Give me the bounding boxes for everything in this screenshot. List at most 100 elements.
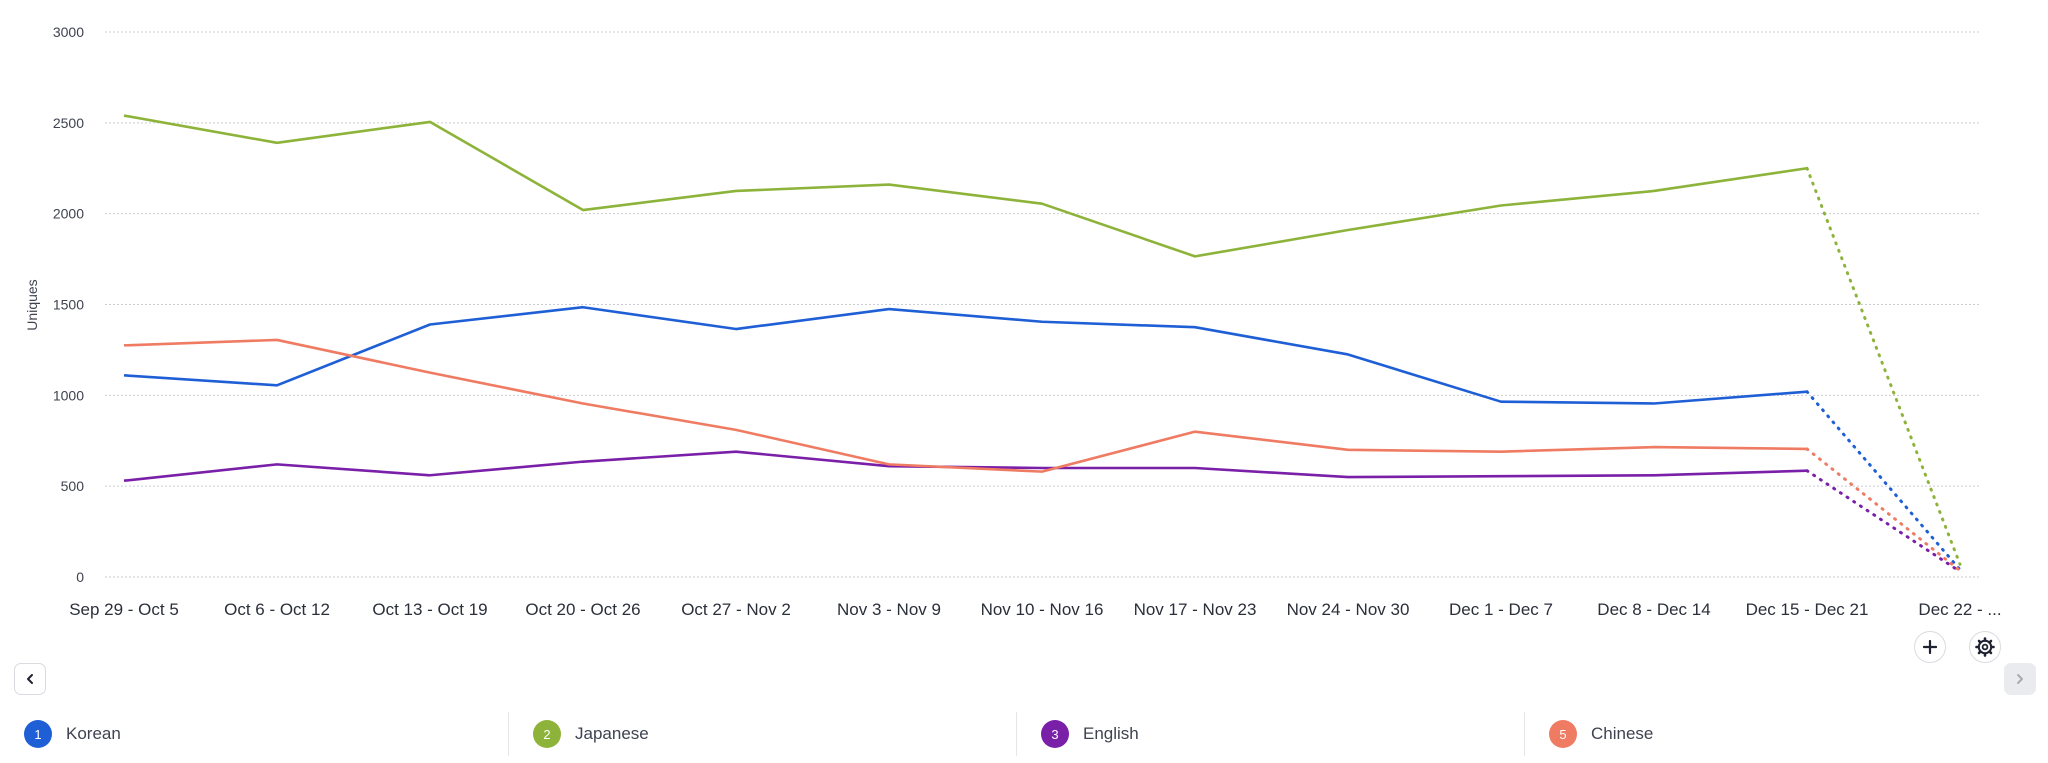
data-point-japanese[interactable] (1495, 199, 1507, 211)
series-partial-segment-korean (1805, 390, 1962, 572)
y-tick-label: 3000 (53, 24, 84, 40)
data-point-chinese[interactable] (1648, 441, 1660, 453)
legend-badge: 2 (533, 720, 561, 748)
series-line-chinese (123, 338, 1808, 473)
x-tick-label: Nov 10 - Nov 16 (981, 600, 1104, 619)
data-point-japanese[interactable] (883, 179, 895, 191)
legend-label: English (1083, 724, 1139, 743)
data-point-chinese[interactable] (424, 367, 436, 379)
data-point-korean[interactable] (424, 318, 436, 330)
series-line-japanese (123, 114, 1808, 258)
data-point-japanese[interactable] (1189, 250, 1201, 262)
next-page-button[interactable] (2004, 663, 2036, 695)
data-point-korean[interactable] (730, 323, 742, 335)
series-partial-segment-english (1805, 469, 1962, 574)
series-line-korean (123, 305, 1808, 405)
data-point-japanese[interactable] (118, 110, 130, 122)
chevron-right-icon (2017, 674, 2023, 684)
data-point-english[interactable] (271, 458, 283, 470)
add-button[interactable] (1914, 631, 1946, 663)
x-tick-label: Oct 20 - Oct 26 (525, 600, 640, 619)
y-tick-label: 2500 (53, 115, 84, 131)
gear-icon (1975, 637, 1995, 657)
x-tick-label: Nov 3 - Nov 9 (837, 600, 941, 619)
x-tick-label: Nov 17 - Nov 23 (1134, 600, 1257, 619)
data-point-japanese[interactable] (1036, 198, 1048, 210)
y-tick-label: 1500 (53, 297, 84, 313)
legend-item-korean[interactable]: 1 Korean (0, 712, 508, 756)
grid-lines (105, 31, 1980, 578)
data-point-korean[interactable] (1342, 348, 1354, 360)
previous-page-button[interactable] (14, 663, 46, 695)
data-point-chinese[interactable] (1495, 446, 1507, 458)
y-axis-label: Uniques (24, 279, 40, 330)
data-point-english[interactable] (1342, 471, 1354, 483)
data-point-english[interactable] (424, 469, 436, 481)
data-point-korean[interactable] (883, 303, 895, 315)
y-tick-label: 2000 (53, 206, 84, 222)
legend-item-japanese[interactable]: 2 Japanese (508, 712, 1016, 756)
data-point-chinese[interactable] (1036, 466, 1048, 478)
data-point-english[interactable] (1495, 470, 1507, 482)
legend-badge: 3 (1041, 720, 1069, 748)
data-point-chinese[interactable] (1954, 565, 1966, 577)
legend: 1 Korean 2 Japanese 3 English 5 Chinese (0, 712, 2048, 756)
data-point-japanese[interactable] (1648, 185, 1660, 197)
legend-item-chinese[interactable]: 5 Chinese (1524, 712, 2032, 756)
chevron-left-icon (27, 674, 33, 684)
series-lines (118, 110, 1966, 577)
data-point-chinese[interactable] (577, 398, 589, 410)
data-point-chinese[interactable] (118, 339, 130, 351)
x-tick-label: Dec 1 - Dec 7 (1449, 600, 1553, 619)
data-point-korean[interactable] (1648, 398, 1660, 410)
x-axis-ticks: Sep 29 - Oct 5 Oct 6 - Oct 12 Oct 13 - Oct… (69, 600, 2001, 619)
settings-button[interactable] (1969, 631, 2001, 663)
data-point-english[interactable] (1648, 469, 1660, 481)
x-tick-label: Dec 8 - Dec 14 (1597, 600, 1710, 619)
x-tick-label: Oct 13 - Oct 19 (372, 600, 487, 619)
y-tick-label: 0 (76, 569, 84, 585)
series-partial-segment-chinese (1805, 447, 1962, 573)
data-point-korean[interactable] (1801, 386, 1813, 398)
x-tick-label: Sep 29 - Oct 5 (69, 600, 179, 619)
y-tick-label: 500 (61, 478, 85, 494)
data-point-english[interactable] (1189, 462, 1201, 474)
legend-badge: 5 (1549, 720, 1577, 748)
data-point-english[interactable] (118, 475, 130, 487)
data-point-korean[interactable] (1036, 316, 1048, 328)
data-point-chinese[interactable] (883, 458, 895, 470)
data-point-english[interactable] (730, 446, 742, 458)
data-point-japanese[interactable] (1342, 224, 1354, 236)
data-point-chinese[interactable] (730, 424, 742, 436)
data-point-japanese[interactable] (577, 204, 589, 216)
data-point-japanese[interactable] (730, 185, 742, 197)
data-point-chinese[interactable] (1189, 426, 1201, 438)
data-point-chinese[interactable] (271, 334, 283, 346)
x-tick-label: Oct 27 - Nov 2 (681, 600, 791, 619)
y-axis-ticks: 0 500 1000 1500 2000 2500 3000 (53, 24, 84, 585)
data-point-chinese[interactable] (1342, 444, 1354, 456)
data-point-english[interactable] (577, 456, 589, 468)
legend-badge: 1 (24, 720, 52, 748)
data-point-korean[interactable] (1189, 321, 1201, 333)
legend-item-english[interactable]: 3 English (1016, 712, 1524, 756)
data-point-chinese[interactable] (1801, 443, 1813, 455)
data-point-korean[interactable] (1495, 396, 1507, 408)
x-tick-label: Dec 15 - Dec 21 (1746, 600, 1869, 619)
series-line-english (123, 450, 1808, 483)
data-point-japanese[interactable] (424, 116, 436, 128)
x-tick-label: Nov 24 - Nov 30 (1287, 600, 1410, 619)
x-tick-label: Oct 6 - Oct 12 (224, 600, 330, 619)
data-point-korean[interactable] (577, 301, 589, 313)
legend-label: Chinese (1591, 724, 1654, 743)
y-tick-label: 1000 (53, 387, 84, 403)
data-point-japanese[interactable] (271, 137, 283, 149)
data-point-english[interactable] (1801, 465, 1813, 477)
data-point-korean[interactable] (118, 369, 130, 381)
plus-icon (1923, 640, 1937, 654)
data-point-japanese[interactable] (1801, 162, 1813, 174)
legend-label: Japanese (575, 724, 649, 743)
legend-label: Korean (66, 724, 121, 743)
data-point-korean[interactable] (271, 379, 283, 391)
line-chart: 0 500 1000 1500 2000 2500 3000 Sep 29 - Oct 5 O… (24, 24, 2002, 619)
